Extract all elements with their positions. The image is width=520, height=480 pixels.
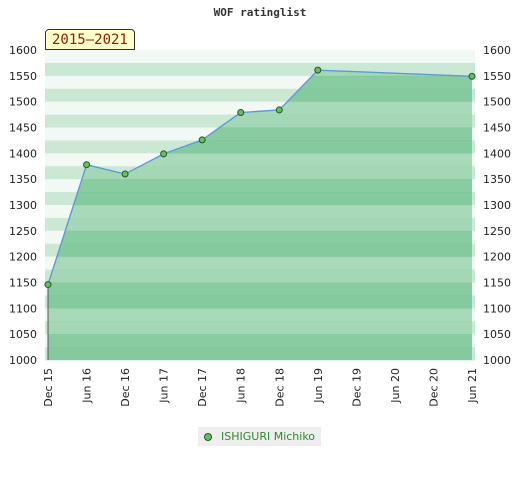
- data-point: [314, 66, 322, 74]
- y-tick-label: 1000: [483, 354, 511, 367]
- period-badge: 2015–2021: [45, 29, 135, 50]
- x-tick-label: Dec 17: [196, 368, 209, 407]
- fill-band: [48, 217, 472, 232]
- fill-band: [48, 347, 472, 361]
- legend-label: ISHIGURI Michiko: [221, 430, 316, 443]
- fill-band: [48, 269, 472, 283]
- y-tick-label: 1300: [9, 199, 37, 212]
- fill-band: [48, 166, 472, 180]
- y-tick-label: 1400: [9, 147, 37, 160]
- x-tick-label: Dec 19: [350, 368, 363, 407]
- x-tick-label: Dec 15: [42, 368, 55, 407]
- y-tick-label: 1050: [9, 328, 37, 341]
- x-tick-label: Jun 19: [312, 368, 325, 404]
- data-point: [198, 136, 206, 144]
- x-axis: Dec 15 Jun 16 Dec 16 Jun 17 Dec 17 Jun 18 Dec …: [42, 368, 479, 407]
- y-tick-label: 1350: [9, 173, 37, 186]
- background-band: [45, 50, 475, 64]
- y-tick-label: 1150: [483, 277, 511, 290]
- x-tick-label: Jun 17: [158, 368, 171, 404]
- fill-band: [48, 205, 472, 219]
- data-point: [160, 150, 168, 158]
- x-tick-label: Dec 16: [119, 368, 132, 407]
- y-tick-label: 1400: [483, 147, 511, 160]
- fill-band: [48, 295, 472, 309]
- x-tick-label: Jun 20: [389, 368, 402, 404]
- fill-band: [48, 308, 472, 322]
- y-tick-label: 1000: [9, 354, 37, 367]
- x-tick-label: Dec 18: [273, 368, 286, 407]
- y-tick-label: 1200: [9, 251, 37, 264]
- y-tick-label: 1150: [9, 277, 37, 290]
- y-tick-label: 1100: [9, 302, 37, 315]
- x-tick-label: Jun 16: [81, 368, 94, 404]
- data-point: [237, 109, 245, 117]
- data-point: [121, 170, 129, 178]
- y-tick-label: 1200: [483, 251, 511, 264]
- fill-band: [48, 282, 472, 296]
- y-tick-label: 1600: [9, 44, 37, 57]
- legend[interactable]: ISHIGURI Michiko: [198, 427, 322, 446]
- x-tick-label: Jun 18: [235, 368, 248, 404]
- x-tick-label: Dec 20: [427, 368, 440, 407]
- fill-band: [48, 230, 472, 245]
- y-tick-label: 1450: [9, 122, 37, 135]
- y-axis-right: 1000 1050 1100 1150 1200 1250 1300 1350 1400 1450…: [483, 44, 511, 367]
- fill-band: [48, 334, 472, 348]
- data-point: [83, 161, 91, 169]
- y-tick-label: 1100: [483, 302, 511, 315]
- data-point: [44, 281, 52, 289]
- chart-title: WOF ratinglist: [213, 6, 307, 19]
- fill-band: [48, 321, 472, 335]
- y-tick-label: 1500: [9, 96, 37, 109]
- fill-band: [48, 179, 472, 193]
- fill-band: [48, 256, 472, 271]
- fill-band: [48, 243, 472, 258]
- y-axis-left: 1000 1050 1100 1150 1200 1250 1300 1350 1400 1450…: [9, 44, 37, 367]
- y-tick-label: 1500: [483, 96, 511, 109]
- data-point: [468, 72, 476, 80]
- y-tick-label: 1250: [9, 225, 37, 238]
- fill-band: [48, 192, 472, 206]
- x-tick-label: Jun 21: [466, 368, 479, 404]
- y-tick-label: 1450: [483, 122, 511, 135]
- y-tick-label: 1050: [483, 328, 511, 341]
- y-tick-label: 1350: [483, 173, 511, 186]
- data-point: [275, 106, 283, 114]
- data-points: [44, 66, 476, 289]
- y-tick-label: 1250: [483, 225, 511, 238]
- y-tick-label: 1300: [483, 199, 511, 212]
- y-tick-label: 1550: [483, 70, 511, 83]
- legend-marker-icon: [204, 432, 212, 441]
- y-tick-label: 1600: [483, 44, 511, 57]
- y-tick-label: 1550: [9, 70, 37, 83]
